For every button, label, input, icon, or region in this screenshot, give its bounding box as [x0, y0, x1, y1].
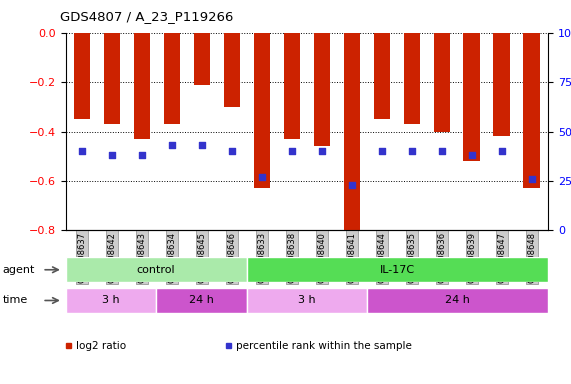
Point — [407, 148, 416, 154]
Bar — [66, 257, 247, 282]
Bar — [464, 33, 480, 161]
Text: IL-17C: IL-17C — [380, 265, 415, 275]
Point — [437, 148, 447, 154]
Point — [527, 176, 536, 182]
Bar — [74, 33, 90, 119]
Bar — [247, 288, 367, 313]
Text: GSM808643: GSM808643 — [138, 232, 147, 283]
Point — [138, 152, 147, 158]
Text: GSM808647: GSM808647 — [497, 232, 506, 283]
Point — [78, 148, 87, 154]
Point — [347, 182, 356, 188]
Text: 24 h: 24 h — [445, 295, 470, 306]
Bar — [404, 33, 420, 124]
Text: 3 h: 3 h — [102, 295, 120, 306]
Bar — [367, 288, 548, 313]
Bar — [194, 33, 210, 84]
Text: GSM808640: GSM808640 — [317, 232, 327, 283]
Text: GSM808635: GSM808635 — [407, 232, 416, 283]
Text: GSM808645: GSM808645 — [198, 232, 207, 283]
Text: log2 ratio: log2 ratio — [77, 341, 127, 351]
Text: time: time — [3, 295, 28, 306]
Bar — [254, 33, 270, 189]
Text: GSM808634: GSM808634 — [167, 232, 176, 283]
Point — [467, 152, 476, 158]
Text: GSM808636: GSM808636 — [437, 232, 447, 283]
Point — [198, 142, 207, 149]
Bar — [313, 33, 330, 146]
Bar — [493, 33, 510, 136]
Point — [227, 148, 236, 154]
Bar — [156, 288, 247, 313]
Text: GSM808648: GSM808648 — [527, 232, 536, 283]
Point — [258, 174, 267, 180]
Bar — [134, 33, 150, 139]
Point — [287, 148, 296, 154]
Point — [497, 148, 506, 154]
Text: GSM808639: GSM808639 — [467, 232, 476, 283]
Bar — [247, 257, 548, 282]
Text: GDS4807 / A_23_P119266: GDS4807 / A_23_P119266 — [60, 10, 234, 23]
Point — [107, 152, 116, 158]
Text: control: control — [137, 265, 175, 275]
Point — [317, 148, 327, 154]
Bar — [344, 33, 360, 230]
Text: percentile rank within the sample: percentile rank within the sample — [236, 341, 412, 351]
Point — [377, 148, 387, 154]
Bar — [284, 33, 300, 139]
Text: 24 h: 24 h — [189, 295, 214, 306]
Bar — [164, 33, 180, 124]
Text: GSM808641: GSM808641 — [347, 232, 356, 283]
Bar — [66, 288, 156, 313]
Bar — [373, 33, 390, 119]
Bar — [524, 33, 540, 189]
Text: GSM808642: GSM808642 — [107, 232, 116, 283]
Text: GSM808633: GSM808633 — [258, 232, 267, 283]
Bar — [224, 33, 240, 107]
Text: agent: agent — [3, 265, 35, 275]
Text: GSM808638: GSM808638 — [287, 232, 296, 283]
Text: GSM808646: GSM808646 — [227, 232, 236, 283]
Text: GSM808644: GSM808644 — [377, 232, 387, 283]
Bar — [433, 33, 450, 132]
Text: 3 h: 3 h — [298, 295, 316, 306]
Text: GSM808637: GSM808637 — [78, 232, 87, 283]
Bar — [104, 33, 120, 124]
Point — [167, 142, 176, 149]
